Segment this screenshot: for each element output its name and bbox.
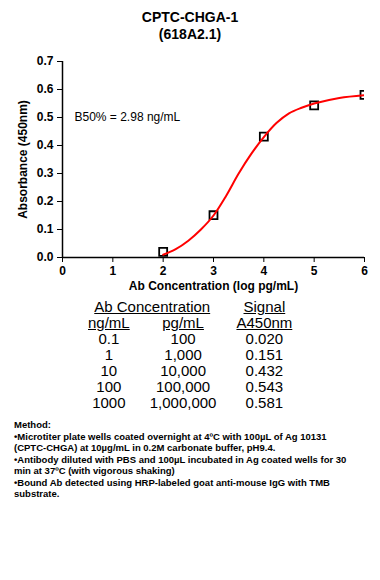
html-text:A450nm: A450nm — [236, 314, 293, 331]
html-text:100: 100 — [96, 378, 122, 395]
svg-text:0: 0 — [59, 264, 66, 278]
svg-text:4: 4 — [260, 264, 267, 278]
svg-text:0.3: 0.3 — [37, 166, 54, 180]
html-text:ng/mL: ng/mL — [88, 314, 130, 331]
svg-text:0.1: 0.1 — [37, 222, 54, 236]
html-text:0.1: 0.1 — [98, 330, 120, 347]
html-text:Signal: Signal — [243, 298, 286, 315]
html-text:Method:: Method: — [14, 419, 51, 430]
html-text:100: 100 — [170, 330, 196, 347]
svg-text:0.4: 0.4 — [37, 138, 54, 152]
svg-text:0.6: 0.6 — [37, 82, 54, 96]
html-text:100,000: 100,000 — [156, 378, 211, 395]
html-text:1000: 1000 — [92, 394, 126, 411]
html-text:10: 10 — [100, 362, 118, 379]
html-text:CPTC-CHGA-1: CPTC-CHGA-1 — [141, 9, 239, 25]
html-text:0.151: 0.151 — [245, 346, 284, 363]
svg-text:Ab Concentration (log pg/mL): Ab Concentration (log pg/mL) — [129, 279, 298, 293]
html-text:pg/mL: pg/mL — [162, 314, 204, 331]
svg-text:Absorbance (450nm): Absorbance (450nm) — [16, 100, 30, 219]
html-text:(618A2.1): (618A2.1) — [158, 26, 222, 42]
svg-text:0.5: 0.5 — [37, 110, 54, 124]
html-text:1,000,000: 1,000,000 — [149, 394, 217, 411]
html-text:Microtiter plate wells coated: Microtiter plate wells coated overnight … — [14, 430, 327, 453]
html-text:10,000: 10,000 — [160, 362, 206, 379]
html-text:1: 1 — [104, 346, 113, 363]
html-text:Antibody diluted with PBS and: Antibody diluted with PBS and 100µL incu… — [14, 453, 347, 476]
svg-text:B50% = 2.98 ng/mL: B50% = 2.98 ng/mL — [75, 110, 181, 124]
html-text:0.432: 0.432 — [245, 362, 284, 379]
html-text:0.020: 0.020 — [245, 330, 284, 347]
html-text:0.581: 0.581 — [245, 394, 284, 411]
svg-text:0.0: 0.0 — [37, 250, 54, 264]
svg-text:1: 1 — [109, 264, 116, 278]
svg-text:0.2: 0.2 — [37, 194, 54, 208]
html-text:Bound Ab detected using HRP-la: Bound Ab detected using HRP-labeled goat… — [14, 476, 330, 499]
svg-text:5: 5 — [311, 264, 318, 278]
svg-text:3: 3 — [210, 264, 217, 278]
svg-text:0.7: 0.7 — [37, 54, 54, 68]
svg-text:6: 6 — [361, 264, 368, 278]
svg-text:2: 2 — [160, 264, 167, 278]
html-text:1,000: 1,000 — [164, 346, 202, 363]
html-text:0.543: 0.543 — [245, 378, 284, 395]
html-text:Ab Concentration: Ab Concentration — [94, 298, 211, 315]
